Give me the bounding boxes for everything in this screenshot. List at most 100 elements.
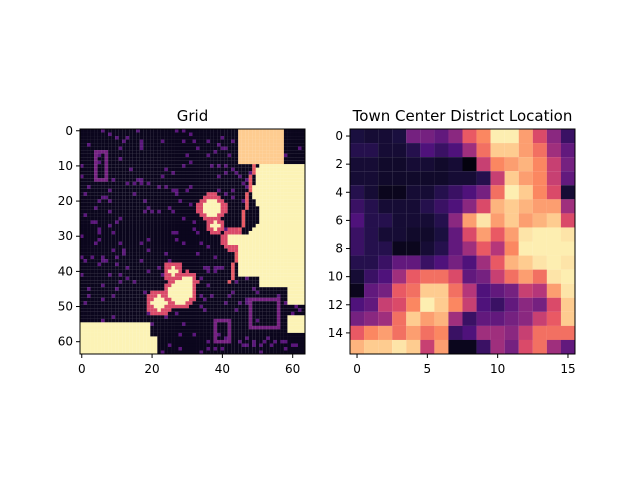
grid-cell — [227, 157, 232, 161]
grid-cell — [297, 308, 302, 312]
grid-cell — [206, 304, 211, 309]
grid-cell — [266, 241, 270, 246]
grid-cell — [97, 143, 102, 147]
grid-cell — [188, 350, 193, 355]
district-cell — [560, 227, 576, 242]
grid-cell — [164, 160, 168, 165]
grid-cell — [94, 192, 98, 196]
grid-cell — [167, 318, 172, 323]
grid-cell — [188, 157, 193, 161]
grid-cell — [280, 174, 284, 179]
grid-cell — [245, 209, 249, 214]
grid-cell — [217, 283, 221, 288]
grid-cell — [101, 273, 105, 277]
grid-cell — [174, 252, 179, 256]
district-cell — [546, 325, 561, 340]
grid-cell — [252, 129, 256, 133]
grid-cell — [280, 245, 284, 249]
grid-cell — [259, 255, 263, 260]
grid-cell — [227, 192, 232, 196]
district-cell — [532, 143, 547, 158]
district-cell — [364, 143, 379, 158]
grid-cell — [94, 287, 98, 291]
grid-cell — [210, 209, 214, 214]
grid-cell — [241, 199, 246, 203]
grid-cell — [262, 266, 267, 270]
grid-cell — [273, 346, 277, 351]
grid-cell — [248, 315, 253, 319]
grid-cell — [297, 287, 302, 291]
grid-cell — [87, 223, 91, 228]
district-cell — [392, 283, 407, 298]
grid-cell — [294, 209, 299, 214]
grid-cell — [97, 287, 102, 291]
grid-cell — [241, 273, 246, 277]
grid-cell — [87, 329, 91, 333]
grid-cell — [290, 276, 295, 281]
grid-cell — [294, 192, 299, 196]
grid-cell — [266, 255, 270, 260]
grid-cell — [224, 325, 228, 330]
grid-cell — [220, 181, 225, 186]
grid-cell — [90, 276, 95, 281]
grid-cell — [97, 248, 102, 253]
grid-cell — [174, 287, 179, 291]
grid-cell — [188, 174, 193, 179]
grid-cell — [301, 146, 306, 151]
grid-cell — [160, 252, 165, 256]
grid-cell — [83, 227, 88, 232]
grid-cell — [101, 245, 105, 249]
grid-cell — [167, 209, 172, 214]
district-cell — [364, 199, 379, 214]
grid-cell — [231, 322, 235, 326]
grid-cell — [301, 262, 306, 267]
grid-cell — [213, 287, 218, 291]
grid-cell — [164, 255, 168, 260]
grid-cell — [136, 220, 140, 224]
district-cell — [364, 297, 379, 312]
grid-cell — [164, 252, 168, 256]
grid-cell — [94, 308, 98, 312]
grid-cell — [234, 220, 239, 224]
grid-cell — [111, 283, 116, 288]
grid-cell — [146, 304, 151, 309]
grid-cell — [181, 273, 186, 277]
grid-cell — [199, 336, 204, 340]
grid-cell — [234, 304, 239, 309]
grid-cell — [301, 329, 306, 333]
grid-cell — [217, 315, 221, 319]
grid-cell — [111, 290, 116, 295]
grid-cell — [108, 174, 112, 179]
grid-cell — [273, 195, 277, 200]
grid-cell — [199, 297, 204, 302]
grid-cell — [80, 273, 84, 277]
district-cell — [350, 213, 365, 228]
grid-cell — [259, 294, 263, 298]
grid-cell — [164, 143, 168, 147]
grid-cell — [80, 262, 84, 267]
grid-cell — [139, 294, 144, 298]
grid-cell — [132, 294, 137, 298]
grid-cell — [153, 273, 158, 277]
grid-cell — [259, 329, 263, 333]
grid-cell — [245, 195, 249, 200]
grid-cell — [301, 213, 306, 217]
grid-cell — [115, 266, 119, 270]
district-cell — [448, 213, 463, 228]
grid-cell — [217, 160, 221, 165]
grid-cell — [301, 322, 306, 326]
grid-cell — [203, 195, 207, 200]
grid-cell — [269, 287, 274, 291]
grid-cell — [146, 308, 151, 312]
grid-cell — [143, 280, 147, 284]
grid-cell — [167, 311, 172, 316]
grid-cell — [104, 230, 109, 235]
grid-cell — [185, 220, 190, 224]
grid-cell — [125, 223, 130, 228]
grid-cell — [174, 178, 179, 182]
grid-cell — [280, 181, 284, 186]
grid-cell — [192, 129, 197, 133]
grid-cell — [90, 132, 95, 137]
grid-cell — [266, 280, 270, 284]
grid-cell — [104, 178, 109, 182]
